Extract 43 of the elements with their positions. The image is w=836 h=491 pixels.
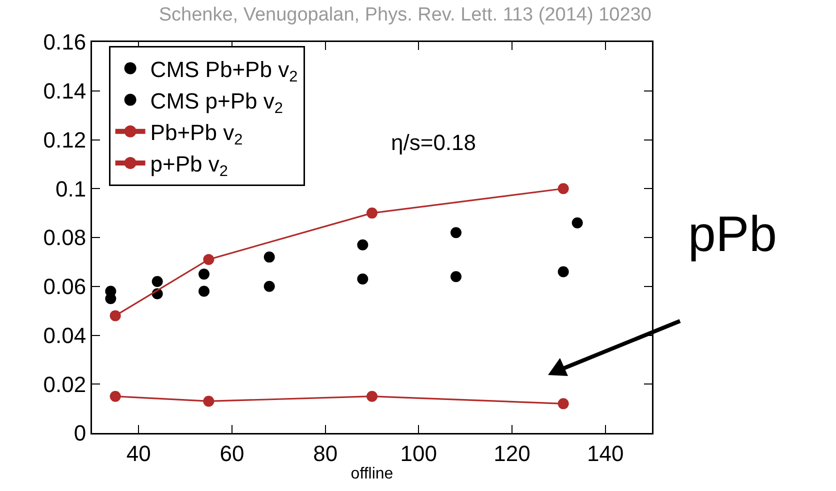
chart-title: Schenke, Venugopalan, Phys. Rev. Lett. 113 (2014) 10230 — [158, 4, 652, 26]
point — [152, 276, 163, 287]
y-tick-label: 0.14 — [43, 78, 86, 104]
x-tick-label: 120 — [494, 440, 530, 466]
point — [110, 390, 121, 402]
x-tick-label: 60 — [220, 440, 244, 466]
y-tick-label: 0.06 — [43, 274, 86, 300]
y-tick-label: 0.04 — [43, 322, 86, 348]
point — [110, 310, 121, 322]
legend-label: CMS Pb+Pb v$_{2}$ — [150, 56, 298, 86]
point — [572, 217, 583, 228]
point — [558, 398, 569, 410]
x-axis-title: offline — [350, 465, 394, 482]
point — [366, 208, 378, 219]
point — [366, 390, 378, 402]
point — [105, 293, 116, 304]
y-tick-label: 0.08 — [43, 225, 86, 250]
y-tick-label: 0.02 — [43, 372, 86, 397]
x-tick-label: 40 — [126, 440, 151, 466]
x-tick-label: 80 — [313, 440, 338, 466]
point — [357, 239, 368, 250]
point — [203, 254, 214, 265]
y-tick-label: 0.12 — [43, 127, 86, 152]
text: pPb — [688, 206, 777, 262]
x-tick-label: 100 — [400, 440, 438, 466]
legend-label: p+Pb v$_{2}$ — [150, 152, 228, 180]
x-tick-label: 140 — [586, 440, 624, 466]
y-tick-label: 0 — [74, 420, 86, 446]
point — [264, 280, 275, 292]
point — [450, 227, 462, 238]
legend-label: CMS p+Pb v$_{2}$ — [150, 88, 283, 118]
point — [558, 266, 569, 278]
point — [198, 286, 210, 297]
y-tick-label: 0.1 — [56, 176, 86, 202]
point — [357, 274, 368, 285]
point — [450, 271, 462, 282]
annotation: η/s=0.18 — [391, 130, 476, 155]
point — [264, 252, 275, 263]
point — [203, 396, 214, 407]
point — [198, 268, 210, 280]
point — [558, 183, 569, 194]
legend-label: Pb+Pb v$_{2}$ — [150, 120, 243, 149]
y-tick-label: 0.16 — [43, 30, 86, 55]
